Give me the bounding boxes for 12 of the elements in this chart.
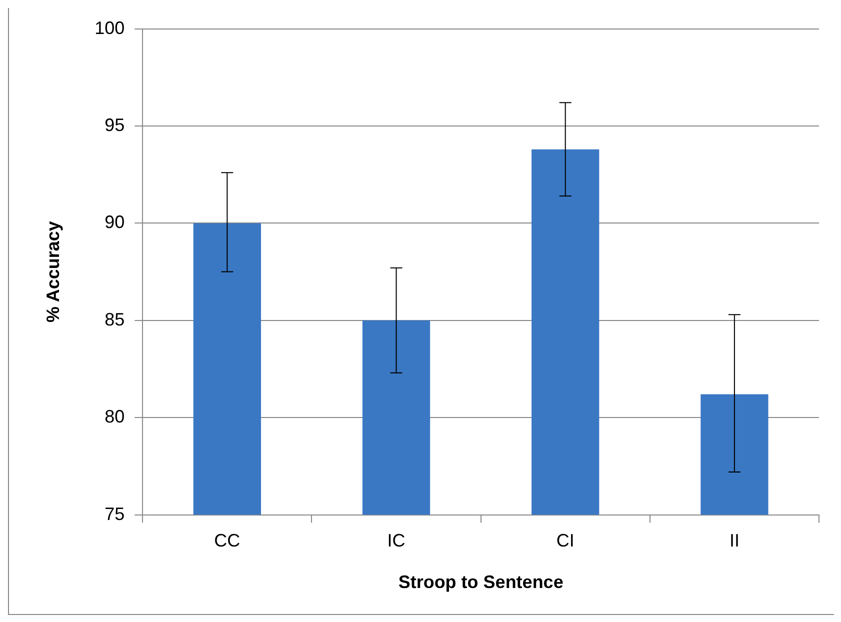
y-tick-label: 100 bbox=[94, 18, 125, 38]
x-axis-title: Stroop to Sentence bbox=[398, 572, 564, 592]
y-tick-label: 85 bbox=[104, 309, 125, 330]
y-tick-label: 90 bbox=[104, 212, 125, 232]
y-axis-title: % Accuracy bbox=[42, 221, 63, 322]
x-tick-label: CC bbox=[214, 530, 240, 551]
x-tick-label: II bbox=[729, 530, 740, 551]
x-tick-label: CI bbox=[556, 530, 574, 551]
x-tick-label: IC bbox=[387, 530, 406, 551]
y-tick-label: 80 bbox=[104, 406, 125, 427]
y-tick-label: 95 bbox=[104, 114, 125, 135]
y-tick-label: 75 bbox=[104, 504, 125, 524]
